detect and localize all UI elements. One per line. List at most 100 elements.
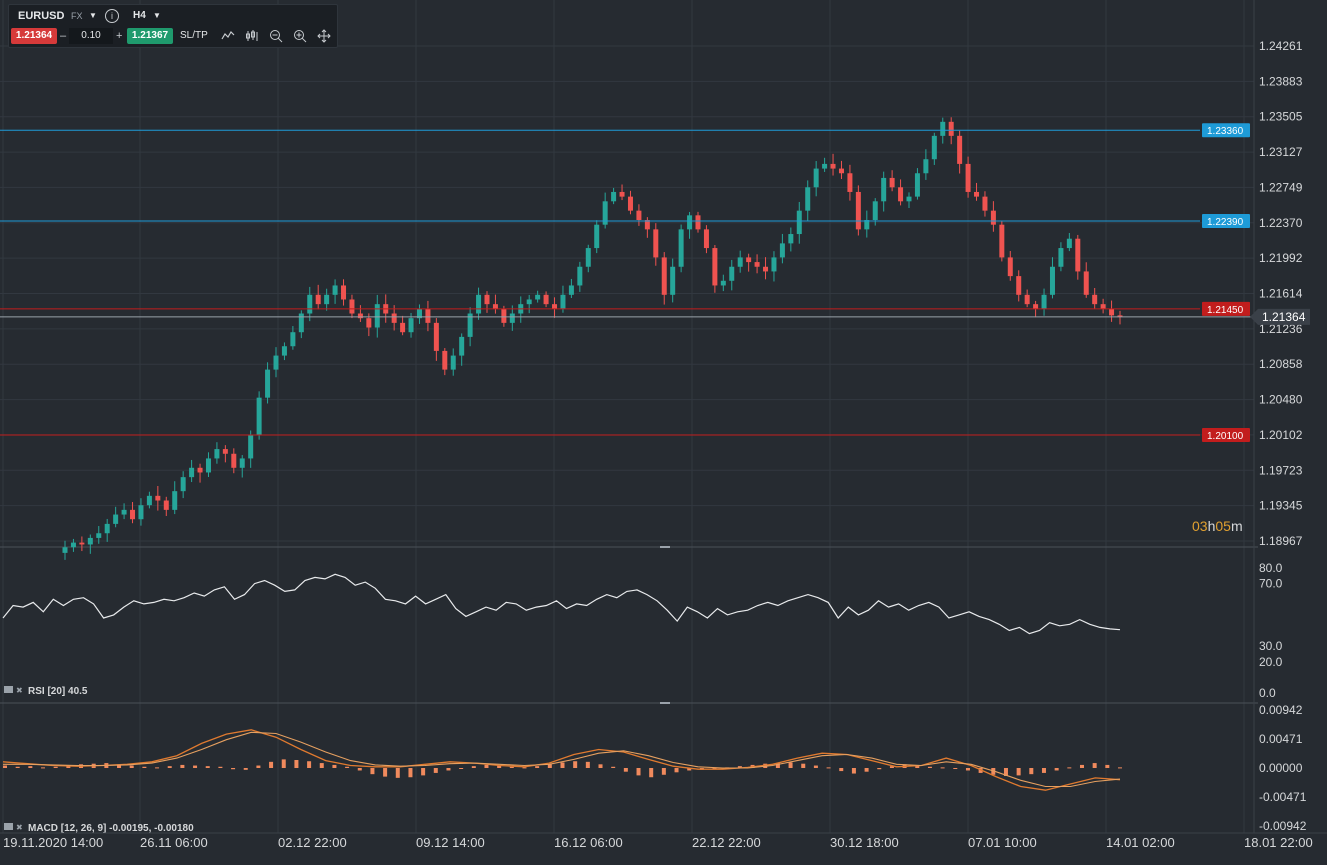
candle <box>974 182 980 201</box>
macd-tick-label: 0.00000 <box>1259 761 1303 775</box>
macd-histogram-bar <box>889 766 894 768</box>
candle-body <box>433 322 439 351</box>
candle-body <box>661 257 667 295</box>
macd-histogram-bar <box>269 761 274 768</box>
symbol-dropdown-icon[interactable]: ▼ <box>89 11 97 20</box>
time-tick-label: 09.12 14:00 <box>416 835 485 850</box>
candle-body <box>214 449 220 459</box>
candle <box>180 471 186 499</box>
macd-histogram-bar <box>661 768 666 775</box>
macd-histogram-bar <box>737 766 742 768</box>
macd-tick-label: -0.00942 <box>1259 819 1307 833</box>
price-tick-label: 1.23883 <box>1259 74 1303 88</box>
price-tick-label: 1.19345 <box>1259 499 1303 513</box>
pan-icon[interactable] <box>317 29 331 43</box>
candle <box>906 192 912 209</box>
candle <box>594 220 600 254</box>
candle-body <box>1024 294 1030 305</box>
sell-price-button[interactable]: 1.21364 <box>11 28 57 44</box>
macd-histogram-bar <box>573 761 578 768</box>
candle-body <box>931 135 937 160</box>
macd-histogram-bar <box>547 764 552 768</box>
candle <box>155 486 161 511</box>
candle-body <box>855 191 861 230</box>
candle-body <box>70 542 76 548</box>
candle <box>999 221 1005 262</box>
rsi-tick-label: 70.0 <box>1259 577 1283 591</box>
candle <box>1058 242 1064 272</box>
symbol-toolbar: EURUSD FX ▼ i H4 ▼ 1.21364 – 0.10 + 1.21… <box>8 4 338 48</box>
quantity-decrease-button[interactable]: – <box>60 30 67 42</box>
candle-body <box>898 187 904 202</box>
indicators-icon[interactable] <box>245 29 259 43</box>
candle-body <box>543 294 549 305</box>
macd-histogram-bar <box>256 765 261 768</box>
candle-body <box>442 350 448 370</box>
candle <box>957 130 963 174</box>
macd-histogram-bar <box>1041 768 1046 773</box>
time-tick-label: 30.12 18:00 <box>830 835 899 850</box>
timeframe-dropdown-icon[interactable]: ▼ <box>153 11 161 20</box>
zoom-in-icon[interactable] <box>293 29 307 43</box>
candle <box>476 287 482 320</box>
candle <box>636 204 642 226</box>
line-chart-icon[interactable] <box>221 30 235 42</box>
candle-body <box>324 294 330 305</box>
level-price-label: 1.20100 <box>1207 431 1244 442</box>
candle <box>374 294 380 338</box>
zoom-out-icon[interactable] <box>269 29 283 43</box>
candle-body <box>670 266 676 295</box>
time-tick-label: 18.01 22:00 <box>1244 835 1313 850</box>
candle-body <box>864 220 870 230</box>
candle <box>822 157 828 172</box>
buy-price-button[interactable]: 1.21367 <box>127 28 173 44</box>
candle-countdown: 03h05m <box>1192 518 1243 534</box>
candle <box>391 305 397 331</box>
candle <box>332 279 338 304</box>
price-tick-label: 1.22749 <box>1259 180 1303 194</box>
macd-histogram-bar <box>839 768 844 772</box>
candle <box>1109 300 1115 322</box>
candle-body <box>104 523 110 534</box>
candle-body <box>501 308 507 323</box>
macd-histogram-bar <box>117 764 122 768</box>
candle-body <box>349 299 355 314</box>
macd-histogram-bar <box>598 764 603 768</box>
candle <box>349 294 355 319</box>
macd-histogram-bar <box>357 768 362 771</box>
candle <box>923 149 929 180</box>
candle-body <box>779 243 785 258</box>
candle <box>281 342 287 361</box>
price-tick-label: 1.21236 <box>1259 322 1303 336</box>
macd-histogram-bar <box>345 766 350 768</box>
time-tick-label: 14.01 02:00 <box>1106 835 1175 850</box>
quantity-increase-button[interactable]: + <box>116 30 123 42</box>
candle <box>560 285 566 313</box>
quantity-input[interactable]: 0.10 <box>69 28 113 44</box>
candle-body <box>189 467 195 478</box>
price-tick-label: 1.18967 <box>1259 534 1303 548</box>
candle-body <box>62 547 68 553</box>
info-icon[interactable]: i <box>105 9 119 23</box>
macd-histogram-bar <box>41 767 46 769</box>
macd-histogram-bar <box>218 766 223 768</box>
candle-body <box>492 304 498 309</box>
macd-remove-icon: ✖ <box>16 823 23 832</box>
candle-body <box>594 224 600 249</box>
candle <box>1016 270 1022 302</box>
timeframe-label[interactable]: H4 <box>133 10 146 21</box>
macd-line <box>2 729 1121 791</box>
candle-body <box>1066 238 1072 249</box>
macd-histogram-bar <box>205 766 210 768</box>
candle-body <box>307 294 313 314</box>
sltp-button[interactable]: SL/TP <box>180 30 208 41</box>
level-price-label: 1.22390 <box>1207 217 1244 228</box>
pane-resize-handle <box>660 702 670 704</box>
candle <box>577 261 583 292</box>
candle <box>611 187 617 205</box>
candle <box>214 442 220 464</box>
candle <box>678 224 684 273</box>
price-tick-label: 1.20480 <box>1259 393 1303 407</box>
symbol-label[interactable]: EURUSD <box>18 10 65 22</box>
